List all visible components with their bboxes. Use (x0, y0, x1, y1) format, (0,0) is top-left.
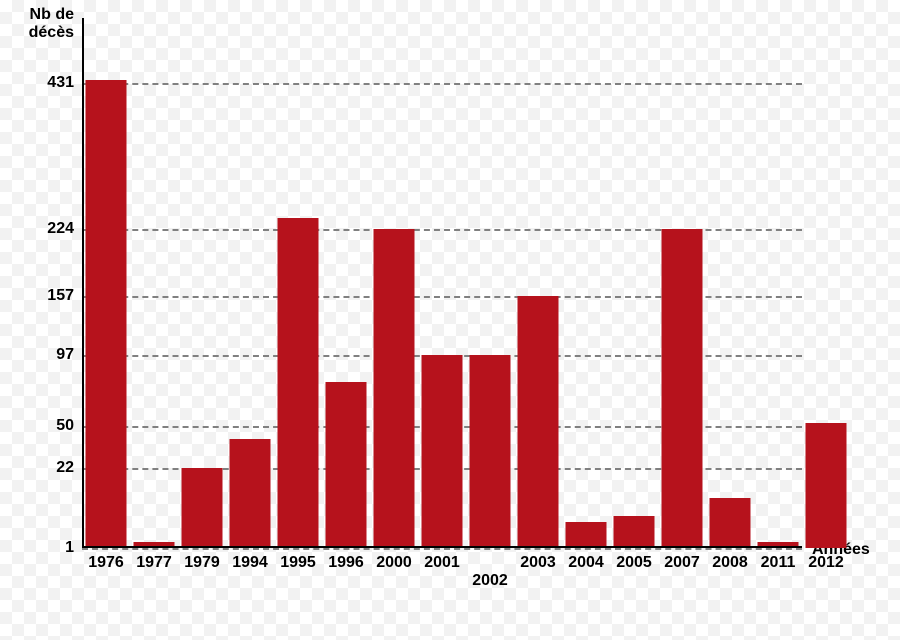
x-tick-label: 2007 (664, 548, 700, 572)
x-tick-label: 2011 (761, 548, 796, 572)
x-tick-label: 1979 (184, 548, 220, 572)
x-axis (82, 546, 802, 548)
y-tick-label: 50 (56, 417, 82, 435)
x-tick-label: 2003 (520, 548, 556, 572)
y-tick-label: 157 (47, 287, 82, 305)
x-tick-label: 2001 (424, 548, 460, 572)
bar-slot: 1994 (226, 18, 274, 548)
x-tick-label: 1995 (280, 548, 316, 572)
y-tick-label: 431 (47, 74, 82, 92)
y-tick-label: 224 (47, 220, 82, 238)
x-tick-label: 2004 (568, 548, 604, 572)
bar-slot: 2012 (802, 18, 850, 548)
bar (518, 296, 559, 548)
bar (806, 423, 847, 548)
bar-slot: 2011 (754, 18, 802, 548)
bar-slot: 2003 (514, 18, 562, 548)
x-tick-label: 2005 (616, 548, 652, 572)
bar (230, 439, 271, 548)
bars-container: 1976197719791994199519962000200120022003… (82, 18, 802, 548)
plot-area: Nb de décès Années 197619771979199419951… (82, 18, 802, 548)
x-tick-label: 1996 (328, 548, 364, 572)
bar-slot: 2001 (418, 18, 466, 548)
x-tick-label: 1976 (88, 548, 124, 572)
bar-slot: 1979 (178, 18, 226, 548)
bar (182, 468, 223, 548)
bar (470, 355, 511, 548)
bar (86, 80, 127, 548)
bar-slot: 2000 (370, 18, 418, 548)
bar-slot: 1995 (274, 18, 322, 548)
y-axis (82, 18, 84, 548)
bar-slot: 2002 (466, 18, 514, 548)
bar (278, 218, 319, 548)
bar-slot: 1976 (82, 18, 130, 548)
bar-slot: 2004 (562, 18, 610, 548)
x-tick-label: 2000 (376, 548, 412, 572)
x-tick-label: 2008 (712, 548, 748, 572)
y-axis-label: Nb de décès (29, 6, 82, 43)
bar (614, 516, 655, 548)
bar (374, 229, 415, 548)
bar (566, 522, 607, 548)
x-tick-label: 1994 (232, 548, 268, 572)
bar (326, 382, 367, 548)
bar (422, 355, 463, 548)
bar (710, 498, 751, 548)
x-tick-label: 1977 (136, 548, 172, 572)
bar-chart: Nb de décès Années 197619771979199419951… (0, 0, 900, 640)
y-tick-label: 22 (56, 459, 82, 477)
bar-slot: 1977 (130, 18, 178, 548)
x-tick-label: 2002 (472, 548, 508, 590)
y-tick-label: 1 (65, 539, 82, 557)
x-tick-label: 2012 (808, 548, 844, 572)
y-tick-label: 97 (56, 346, 82, 364)
bar-slot: 2008 (706, 18, 754, 548)
bar-slot: 2005 (610, 18, 658, 548)
bar-slot: 2007 (658, 18, 706, 548)
bar (662, 229, 703, 548)
bar-slot: 1996 (322, 18, 370, 548)
